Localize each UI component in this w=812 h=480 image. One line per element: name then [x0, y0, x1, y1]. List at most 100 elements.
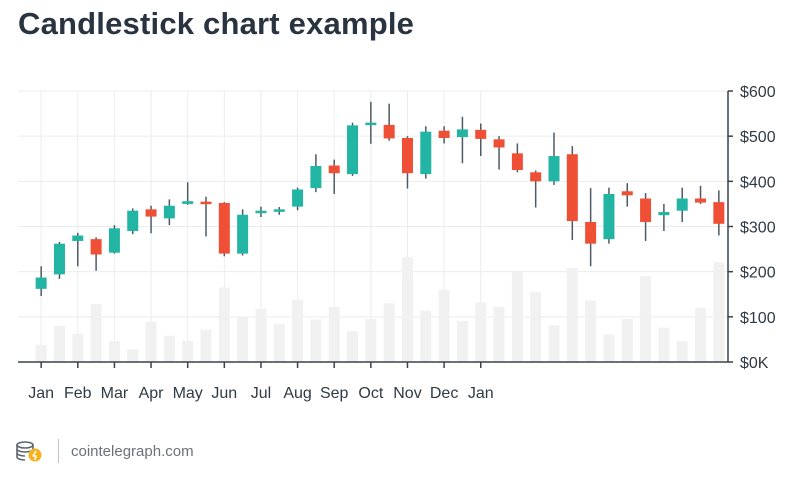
candle-body — [585, 221, 597, 244]
candle-up — [548, 132, 560, 185]
volume-bar — [182, 340, 194, 362]
candle-body — [310, 165, 322, 189]
coin-stack-logo-icon — [16, 441, 42, 462]
candle-body — [237, 214, 249, 254]
x-tick-label: Mar — [101, 385, 129, 402]
candle-body — [603, 193, 615, 240]
candle-up — [292, 187, 304, 211]
volume-bar — [383, 303, 395, 362]
volume-bar — [255, 308, 267, 362]
candle-body — [163, 205, 175, 219]
candle-up — [127, 208, 139, 235]
y-tick-label: $500 — [740, 129, 776, 146]
y-tick-label: $300 — [740, 220, 776, 237]
volume-bar — [90, 304, 102, 362]
candle-down — [530, 170, 542, 208]
candle-body — [621, 191, 633, 196]
candle-down — [328, 159, 340, 194]
candle-up — [182, 182, 194, 205]
candle-up — [255, 206, 267, 218]
volume-bar — [603, 334, 615, 362]
volume-bar — [72, 333, 84, 362]
volume-bar — [548, 325, 560, 362]
x-tick-label: Sep — [320, 385, 349, 402]
y-tick-label: $0K — [740, 355, 769, 372]
volume-bar — [475, 302, 487, 362]
x-tick-label: Jan — [468, 385, 494, 402]
volume-bar — [365, 319, 377, 362]
candle-body — [218, 203, 230, 254]
candles — [35, 101, 725, 297]
volume-bar — [273, 324, 285, 362]
candle-body — [475, 129, 487, 139]
chart-title: Candlestick chart example — [18, 6, 415, 41]
candle-body — [365, 122, 377, 126]
candle-body — [640, 198, 652, 222]
volume-bar — [621, 319, 633, 362]
candle-body — [182, 201, 194, 204]
candle-up — [365, 101, 377, 144]
candle-body — [566, 154, 578, 222]
candle-down — [713, 190, 725, 236]
candle-body — [145, 209, 157, 217]
x-tick-label: Jul — [251, 385, 271, 402]
volume-bar — [35, 344, 47, 362]
source-label: cointelegraph.com — [71, 442, 194, 460]
volume-bar — [493, 306, 505, 362]
candle-body — [676, 198, 688, 211]
candle-body — [90, 239, 102, 255]
candle-down — [511, 143, 523, 173]
candle-up — [108, 225, 120, 254]
candle-body — [511, 153, 523, 171]
candle-up — [273, 207, 285, 215]
candle-up — [676, 187, 688, 222]
footer-divider — [58, 439, 59, 463]
candle-down — [493, 136, 505, 170]
candle-body — [493, 139, 505, 148]
candle-up — [603, 187, 615, 244]
candle-body — [456, 129, 468, 138]
candle-down — [695, 185, 707, 204]
candle-body — [72, 235, 84, 241]
volume-bar — [347, 331, 359, 362]
candle-down — [383, 103, 395, 141]
volume-bar — [310, 319, 322, 362]
y-tick-label: $100 — [740, 310, 776, 327]
candle-up — [658, 203, 670, 232]
volume-bar — [200, 329, 212, 362]
volume-bar — [438, 289, 450, 362]
candle-up — [163, 199, 175, 226]
candle-body — [108, 228, 120, 253]
volume-bar — [530, 291, 542, 362]
candle-body — [347, 125, 359, 175]
volume-bar — [676, 341, 688, 362]
source-footer: cointelegraph.com — [14, 436, 194, 466]
candle-down — [438, 126, 450, 144]
x-tick-label: Aug — [283, 385, 311, 402]
candle-body — [127, 210, 139, 232]
candle-down — [640, 193, 652, 241]
volume-bar — [695, 307, 707, 362]
candle-body — [53, 243, 65, 275]
volume-bars — [35, 257, 725, 362]
volume-bar — [237, 316, 249, 362]
candle-body — [292, 189, 304, 207]
x-tick-label: Jun — [211, 385, 237, 402]
volume-bar — [585, 300, 597, 362]
candle-up — [310, 154, 322, 193]
candle-down — [621, 183, 633, 207]
volume-bar — [292, 299, 304, 362]
candle-body — [530, 172, 542, 182]
y-tick-label: $200 — [740, 265, 776, 282]
candle-down — [401, 136, 413, 189]
x-tick-label: Nov — [393, 385, 421, 402]
candle-body — [438, 130, 450, 138]
candle-up — [347, 122, 359, 176]
candle-down — [585, 188, 597, 267]
volume-bar — [401, 257, 413, 362]
candle-up — [53, 241, 65, 279]
y-tick-label: $400 — [740, 174, 776, 191]
candle-down — [475, 123, 487, 157]
candle-body — [548, 156, 560, 182]
